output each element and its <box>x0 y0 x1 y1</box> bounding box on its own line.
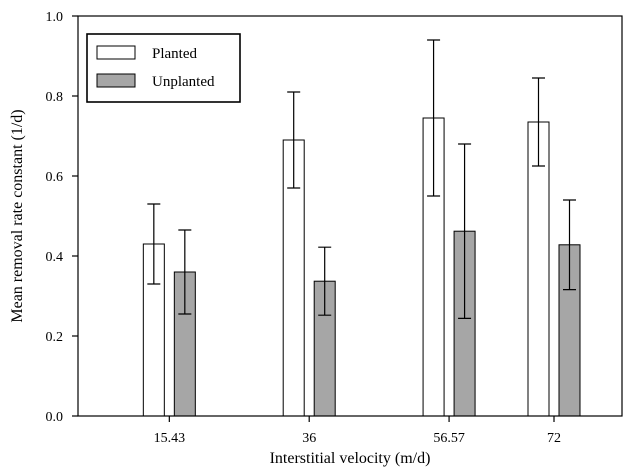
x-axis: 15.43 36 56.57 72 <box>154 416 561 446</box>
legend-label-planted: Planted <box>152 46 197 62</box>
error-bar-unplanted-15.43 <box>178 229 192 315</box>
plot-frame <box>77 15 623 417</box>
error-bar-planted-36 <box>287 91 301 189</box>
x-tick-label: 36 <box>302 431 316 446</box>
error-bar-unplanted-36 <box>318 246 332 316</box>
y-axis-title: Mean removal rate constant (1/d) <box>9 109 26 322</box>
x-tick-label: 56.57 <box>433 431 465 446</box>
y-tick-label: 0.4 <box>46 250 64 265</box>
y-tick-label: 1.0 <box>46 10 64 25</box>
x-axis-title: Interstitial velocity (m/d) <box>270 450 431 467</box>
y-axis: 0.0 0.2 0.4 0.6 0.8 1.0 <box>46 10 78 425</box>
x-tick-label: 72 <box>547 431 561 446</box>
x-tick-label: 15.43 <box>154 431 186 446</box>
legend: Planted Unplanted <box>86 33 241 103</box>
y-tick-label: 0.0 <box>46 410 64 425</box>
y-tick-label: 0.8 <box>46 90 64 105</box>
legend-swatch-unplanted <box>96 73 136 88</box>
legend-box <box>86 33 241 103</box>
error-bar-planted-56.57 <box>427 39 441 197</box>
legend-label-unplanted: Unplanted <box>152 74 215 90</box>
error-bar-unplanted-56.57 <box>458 143 472 319</box>
error-bar-unplanted-72 <box>563 199 576 291</box>
error-bar-planted-15.43 <box>147 203 161 285</box>
error-bar-planted-72 <box>532 77 545 167</box>
error-bars <box>147 39 576 319</box>
legend-swatch-planted <box>96 45 136 60</box>
y-tick-label: 0.2 <box>46 330 64 345</box>
y-tick-label: 0.6 <box>46 170 64 185</box>
bars <box>142 117 581 417</box>
